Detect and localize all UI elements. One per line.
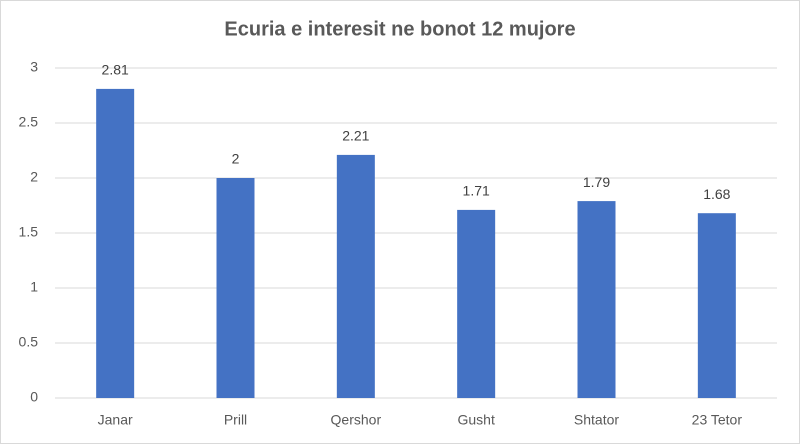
y-tick-label: 0 [30,389,38,405]
x-tick-label: Gusht [457,412,494,428]
x-tick-label: Janar [98,412,133,428]
bar [457,209,496,398]
y-tick-label: 0.5 [19,334,39,350]
value-label: 2.21 [342,128,369,144]
y-tick-label: 2.5 [19,114,39,130]
bar [577,201,616,398]
x-tick-label: Qershor [331,412,382,428]
y-tick-label: 1 [30,279,38,295]
bar [96,88,135,399]
bar [216,178,255,398]
y-tick-label: 3 [30,59,38,75]
chart-title: Ecuria e interesit ne bonot 12 mujore [224,18,575,40]
value-label: 2.81 [102,62,129,78]
value-label: 1.79 [583,174,610,190]
x-tick-label: Shtator [574,412,619,428]
value-label: 1.68 [703,186,730,202]
value-label: 1.71 [463,183,490,199]
value-label: 2 [232,151,240,167]
y-tick-label: 1.5 [19,224,39,240]
bar [697,213,736,398]
bar [336,154,375,398]
y-tick-label: 2 [30,169,38,185]
x-tick-label: 23 Tetor [692,412,743,428]
x-tick-label: Prill [224,412,247,428]
